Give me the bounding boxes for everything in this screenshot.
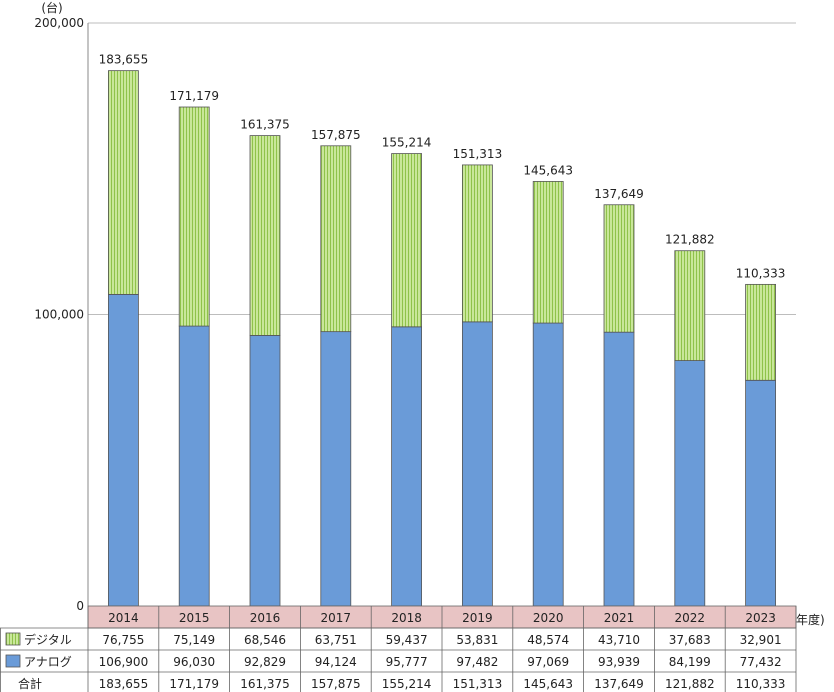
table-cell-value: 48,574 [527,633,569,647]
bar-analog [532,322,564,607]
table-cell-value: 93,939 [598,655,640,669]
bar-analog [391,326,423,607]
table-total-value: 137,649 [594,677,644,691]
bar-total-label: 161,375 [240,118,290,132]
bar-digital [249,135,281,336]
table-cell-value: 75,149 [173,633,215,647]
x-unit-label: (年度) [791,612,824,627]
table-total-value: 171,179 [169,677,219,691]
table-cell-value: 95,777 [386,655,428,669]
table-cell-value: 94,124 [315,655,357,669]
table-cell-value: 84,199 [669,655,711,669]
bar-analog [461,321,493,607]
bar-total-label: 121,882 [665,233,715,247]
table-cell-value: 59,437 [386,633,428,647]
table-total-value: 161,375 [240,677,290,691]
bar-digital [532,181,564,324]
table-cell-value: 97,069 [527,655,569,669]
bar-digital [603,204,635,333]
table-total-value: 157,875 [311,677,361,691]
legend-swatch [5,632,21,646]
bar-digital [745,283,776,381]
bar-analog [178,325,210,607]
table-total-value: 151,313 [453,677,503,691]
table-cell-value: 97,482 [456,655,498,669]
bar-total-label: 151,313 [453,147,503,161]
table-cell-value: 68,546 [244,633,286,647]
bar-digital [461,164,493,323]
legend-label: アナログ [24,655,72,669]
bar-digital [108,70,139,295]
bar-total-label: 137,649 [594,187,644,201]
table-cell-value: 43,710 [598,633,640,647]
x-tick-label: 2023 [745,611,776,625]
x-tick-label: 2014 [108,611,139,625]
x-tick-label: 2021 [604,611,635,625]
x-tick-label: 2020 [533,611,564,625]
bar-analog [745,379,776,607]
y-tick-label: 200,000 [34,16,84,30]
bar-total-label: 183,655 [99,53,149,67]
x-tick-label: 2022 [675,611,706,625]
bar-analog [603,331,635,607]
table-cell-value: 32,901 [740,633,782,647]
legend-swatch [5,654,21,668]
bar-total-label: 110,333 [736,266,786,280]
table-total-value: 155,214 [382,677,432,691]
x-tick-label: 2016 [250,611,281,625]
table-cell-value: 106,900 [99,655,149,669]
table-cell-value: 77,432 [740,655,782,669]
bar-total-label: 145,643 [523,163,573,177]
table-cell-value: 37,683 [669,633,711,647]
bar-analog [249,335,281,607]
bar-digital [674,250,706,361]
bar-digital [391,153,423,328]
table-cell-value: 76,755 [102,633,144,647]
bar-total-label: 157,875 [311,128,361,142]
table-cell-value: 92,829 [244,655,286,669]
table-total-value: 183,655 [99,677,149,691]
bar-analog [320,331,352,607]
bar-total-label: 155,214 [382,136,432,150]
totals-row-label: 合計 [18,676,42,691]
table-total-value: 121,882 [665,677,715,691]
y-tick-label: 100,000 [34,308,84,322]
x-tick-label: 2017 [321,611,352,625]
y-tick-label: 0 [76,599,84,613]
y-axis-ticks: 0 100,000 200,000 [34,16,84,613]
x-tick-label: 2019 [462,611,493,625]
total-labels: 183,655 171,179 161,375 157,875 155,214 151,3… [99,53,786,281]
bar-analog [674,360,706,607]
legend-label: デジタル [24,632,72,647]
bar-digital [320,145,352,333]
data-table: 2014 2015 2016 2017 2018 2019 2020 2021 2022 2023… [0,605,797,692]
x-tick-label: 2018 [391,611,422,625]
x-tick-label: 2015 [179,611,210,625]
table-total-value: 110,333 [736,677,786,691]
table-cell-value: 53,831 [456,633,498,647]
table-cell-value: 96,030 [173,655,215,669]
bar-digital [178,106,210,327]
table-cell-value: 63,751 [315,633,357,647]
y-unit-label: (台) [41,0,62,15]
bar-total-label: 171,179 [169,89,219,103]
bars [108,70,776,607]
table-total-value: 145,643 [523,677,573,691]
bar-analog [108,293,139,607]
